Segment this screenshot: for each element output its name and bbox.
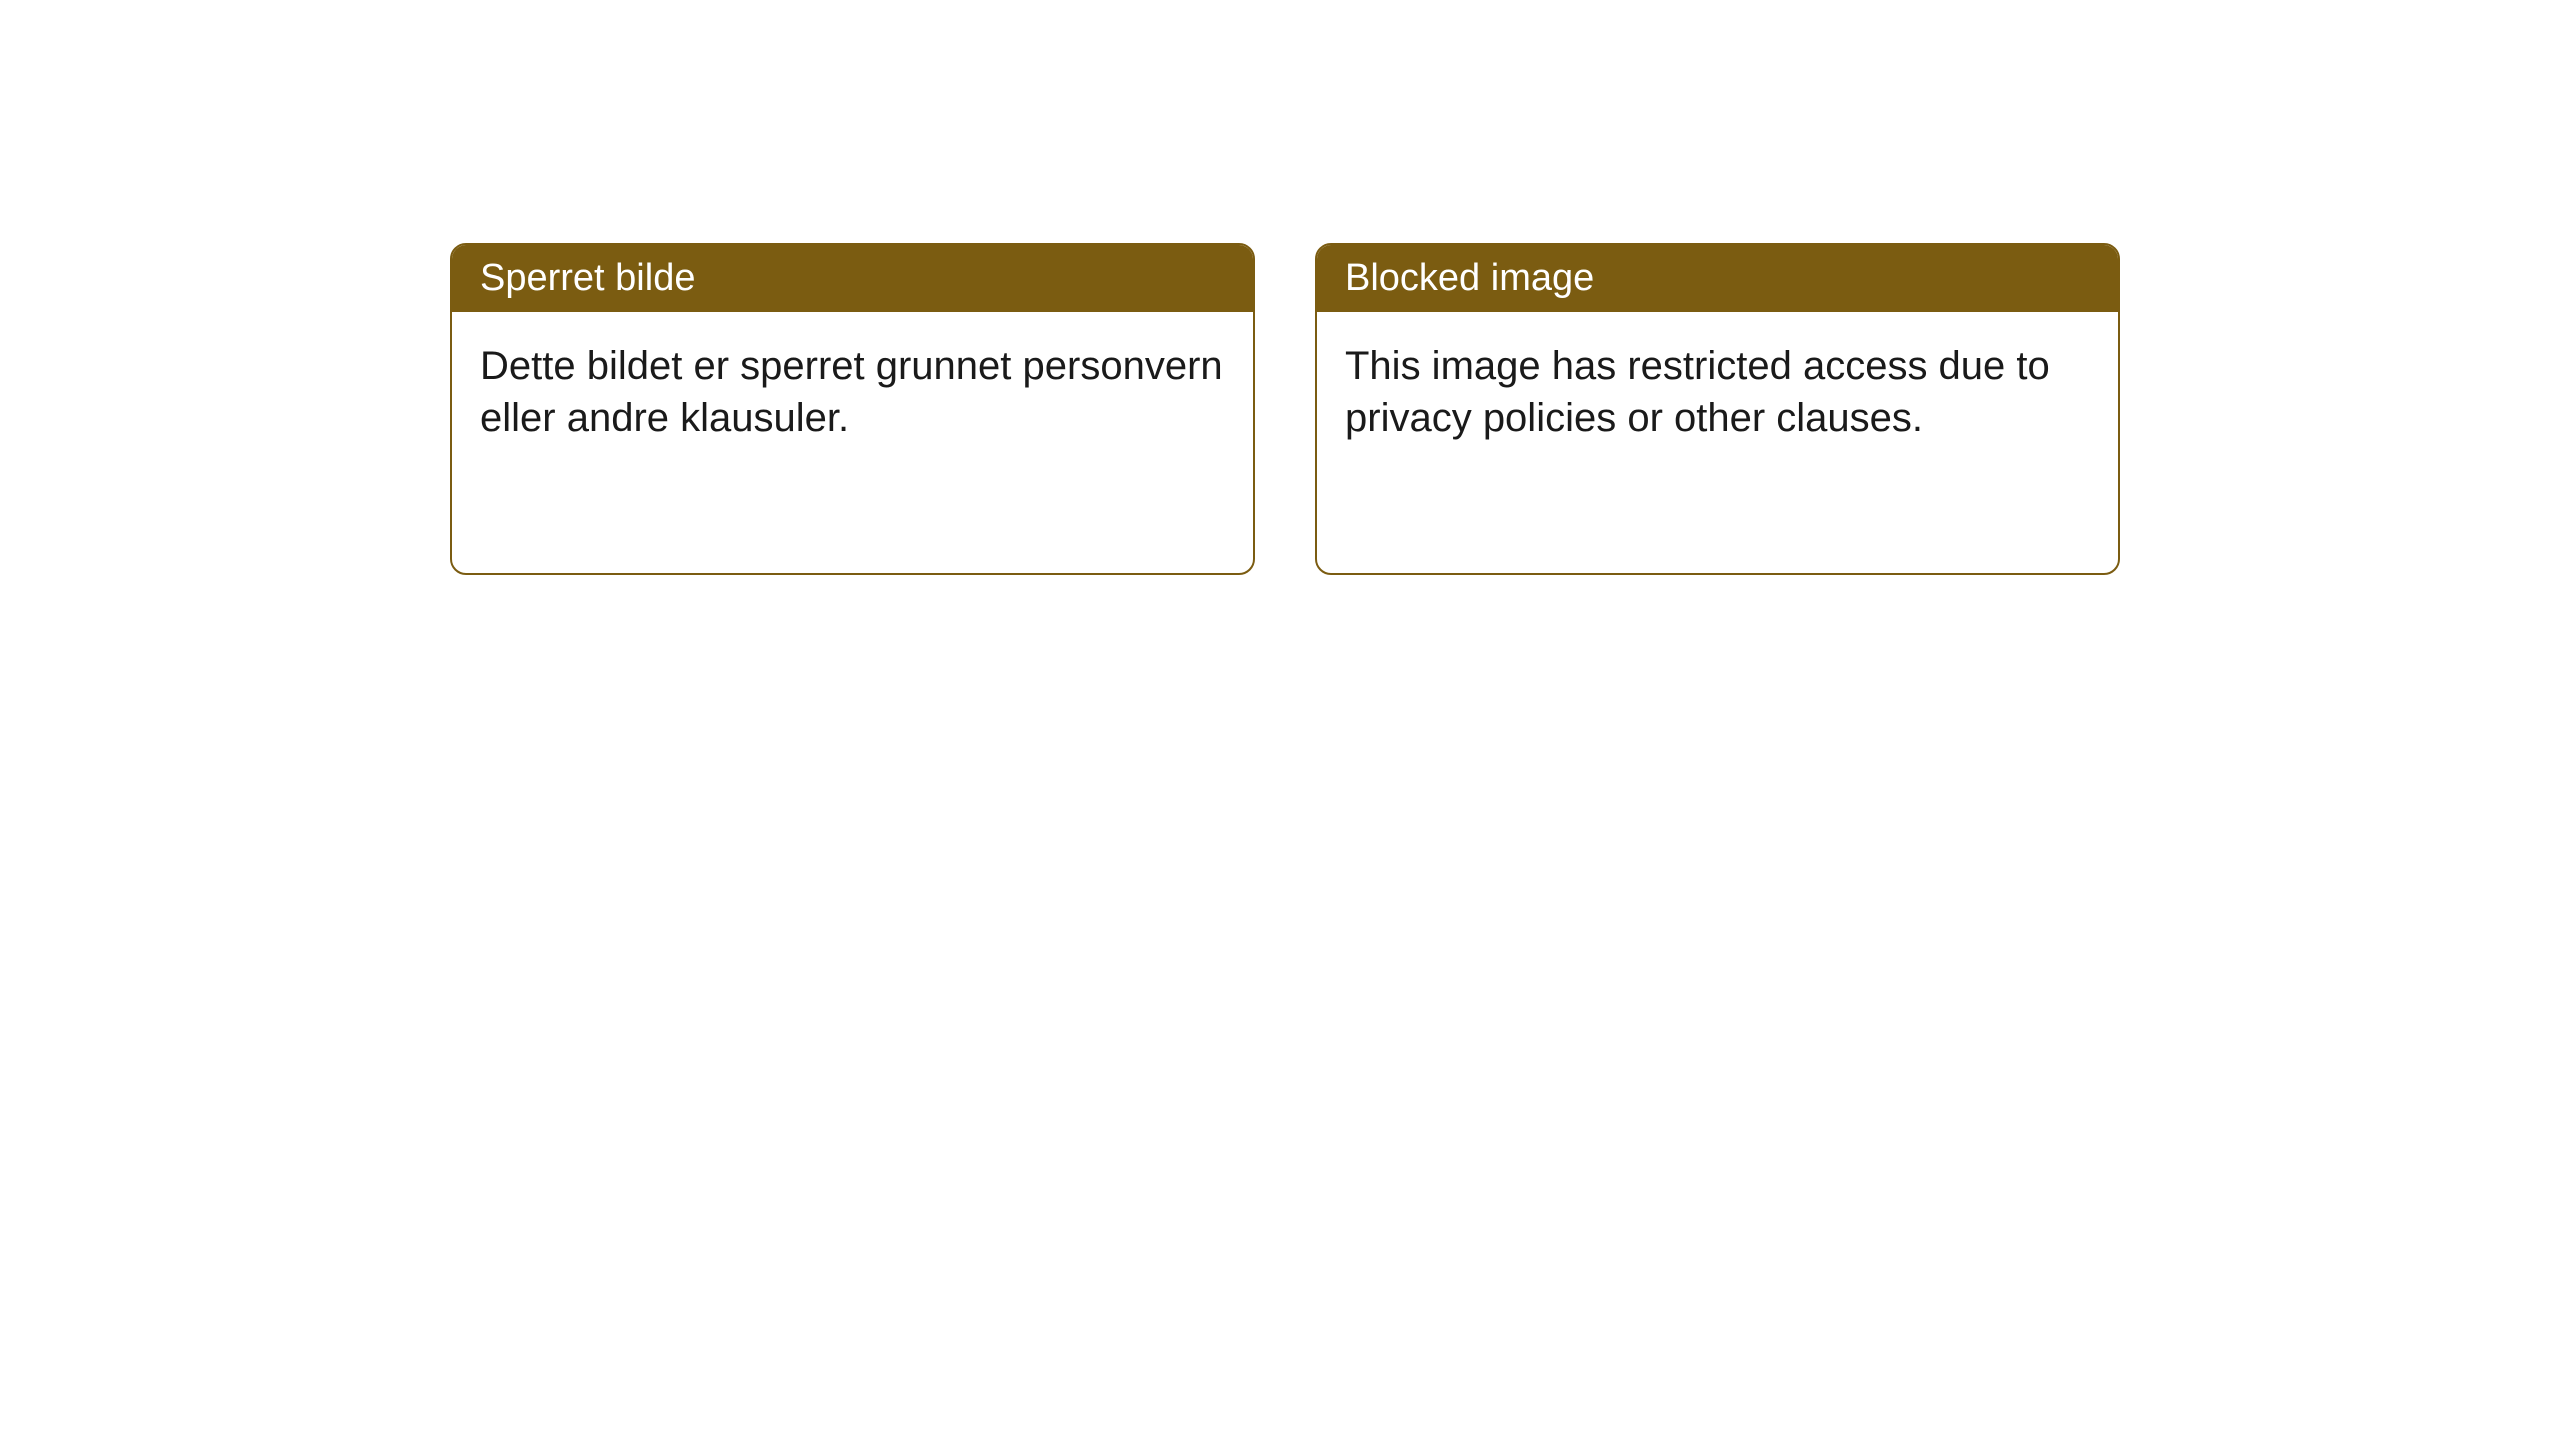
card-header: Sperret bilde bbox=[452, 245, 1253, 312]
card-body: Dette bildet er sperret grunnet personve… bbox=[452, 312, 1253, 472]
card-header: Blocked image bbox=[1317, 245, 2118, 312]
card-body-text: This image has restricted access due to … bbox=[1345, 344, 2050, 440]
card-title: Sperret bilde bbox=[480, 257, 695, 299]
notice-card-norwegian: Sperret bilde Dette bildet er sperret gr… bbox=[450, 243, 1255, 575]
notice-container: Sperret bilde Dette bildet er sperret gr… bbox=[0, 0, 2560, 575]
card-body-text: Dette bildet er sperret grunnet personve… bbox=[480, 344, 1223, 440]
notice-card-english: Blocked image This image has restricted … bbox=[1315, 243, 2120, 575]
card-title: Blocked image bbox=[1345, 257, 1594, 299]
card-body: This image has restricted access due to … bbox=[1317, 312, 2118, 472]
